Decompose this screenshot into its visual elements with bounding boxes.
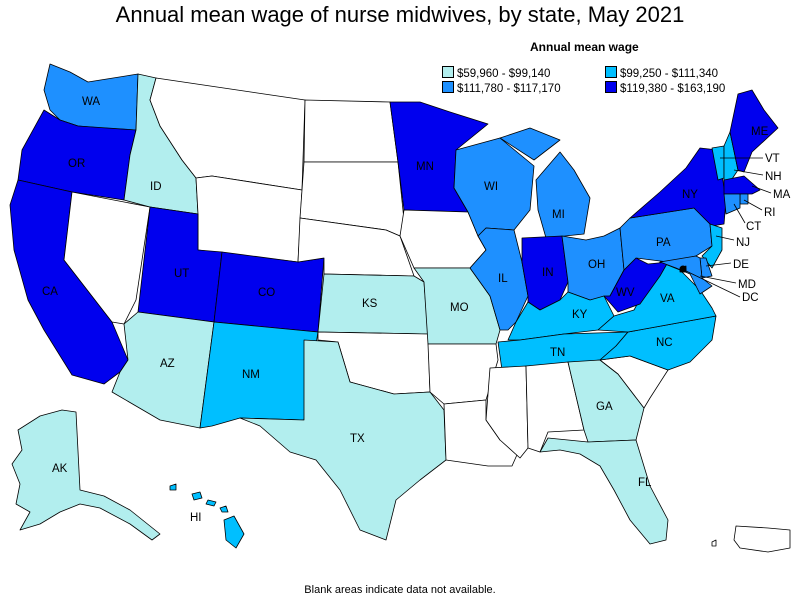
state-label-ny: NY bbox=[682, 189, 698, 201]
state-fl[interactable] bbox=[539, 437, 669, 545]
state-il[interactable] bbox=[469, 227, 529, 331]
state-label-ak: AK bbox=[52, 463, 68, 475]
legend-label: $111,780 - $117,170 bbox=[457, 83, 561, 95]
state-tx[interactable] bbox=[239, 339, 447, 541]
leader-line bbox=[705, 262, 732, 267]
state-label-ma: MA bbox=[773, 189, 791, 201]
legend-item-bin-2: $111,780 - $117,170 bbox=[442, 81, 561, 95]
state-label-tn: TN bbox=[550, 347, 565, 359]
leader-line bbox=[733, 203, 746, 224]
legend-item-bin-3: $119,380 - $163,190 bbox=[605, 81, 725, 95]
leader-line bbox=[683, 269, 741, 298]
legend-item-bin-1: $99,250 - $111,340 bbox=[605, 66, 718, 80]
state-label-ks: KS bbox=[362, 298, 378, 310]
state-ct[interactable] bbox=[723, 193, 741, 215]
state-label-or: OR bbox=[68, 158, 85, 170]
state-label-mn: MN bbox=[416, 161, 434, 173]
legend: $59,960 - $99,140 $99,250 - $111,340 $11… bbox=[442, 66, 782, 100]
state-label-in: IN bbox=[542, 267, 554, 279]
state-ak[interactable] bbox=[11, 409, 161, 541]
state-label-va: VA bbox=[660, 293, 675, 305]
state-mi[interactable] bbox=[499, 127, 591, 239]
state-label-fl: FL bbox=[638, 477, 652, 489]
state-label-mo: MO bbox=[450, 302, 469, 314]
state-label-ca: CA bbox=[42, 286, 58, 298]
state-label-ct: CT bbox=[746, 221, 761, 233]
state-label-id: ID bbox=[150, 181, 162, 193]
legend-label: $119,380 - $163,190 bbox=[620, 83, 726, 95]
dc-marker bbox=[679, 265, 687, 273]
legend-swatch bbox=[605, 81, 617, 93]
state-labels: WA OR CA ID UT CO AZ NM KS TX MN MO WI I… bbox=[42, 96, 791, 524]
leader-line bbox=[733, 169, 764, 176]
state-ar[interactable] bbox=[427, 343, 499, 405]
leader-line bbox=[743, 199, 763, 211]
state-label-hi: HI bbox=[190, 512, 202, 524]
leader-line bbox=[699, 275, 737, 284]
legend-label: $99,250 - $111,340 bbox=[620, 68, 719, 80]
state-label-me: ME bbox=[751, 126, 769, 138]
state-label-de: DE bbox=[733, 259, 749, 271]
state-label-nj: NJ bbox=[736, 237, 750, 249]
state-label-mi: MI bbox=[552, 209, 565, 221]
state-label-wi: WI bbox=[484, 181, 498, 193]
state-label-nm: NM bbox=[242, 369, 260, 381]
state-label-vt: VT bbox=[765, 153, 780, 165]
state-label-co: CO bbox=[258, 287, 275, 299]
state-ma[interactable] bbox=[723, 175, 761, 195]
state-label-il: IL bbox=[498, 273, 508, 285]
legend-swatch bbox=[442, 66, 454, 78]
state-wy[interactable] bbox=[195, 175, 303, 263]
state-label-nh: NH bbox=[765, 171, 782, 183]
state-label-tx: TX bbox=[350, 433, 365, 445]
state-wv[interactable] bbox=[603, 257, 669, 313]
state-label-ga: GA bbox=[596, 401, 613, 413]
state-label-pa: PA bbox=[656, 237, 671, 249]
legend-swatch bbox=[605, 66, 617, 78]
state-pr[interactable] bbox=[711, 525, 791, 553]
leader-line bbox=[751, 185, 772, 194]
leader-line bbox=[715, 235, 735, 241]
state-hi[interactable] bbox=[169, 483, 245, 549]
state-label-md: MD bbox=[738, 279, 756, 291]
state-label-nc: NC bbox=[656, 337, 673, 349]
state-nd[interactable] bbox=[303, 99, 399, 163]
footnote: Blank areas indicate data not available. bbox=[304, 584, 496, 596]
state-va[interactable] bbox=[597, 261, 717, 333]
state-label-ut: UT bbox=[174, 268, 189, 280]
state-nj[interactable] bbox=[701, 223, 723, 269]
state-label-wa: WA bbox=[82, 96, 100, 108]
legend-label: $59,960 - $99,140 bbox=[457, 68, 551, 80]
map-title: Annual mean wage of nurse midwives, by s… bbox=[115, 2, 685, 27]
state-label-dc: DC bbox=[742, 292, 759, 304]
state-nh[interactable] bbox=[723, 131, 739, 183]
legend-item-bin-0: $59,960 - $99,140 bbox=[442, 66, 550, 80]
legend-title: Annual mean wage bbox=[530, 40, 639, 54]
state-label-ri: RI bbox=[764, 207, 776, 219]
state-ri[interactable] bbox=[739, 193, 749, 205]
state-co[interactable] bbox=[213, 251, 325, 333]
state-label-ky: KY bbox=[572, 309, 588, 321]
state-label-oh: OH bbox=[588, 259, 605, 271]
state-label-wv: WV bbox=[616, 287, 635, 299]
state-az[interactable] bbox=[111, 311, 215, 429]
legend-swatch bbox=[442, 81, 454, 93]
state-label-az: AZ bbox=[160, 358, 175, 370]
